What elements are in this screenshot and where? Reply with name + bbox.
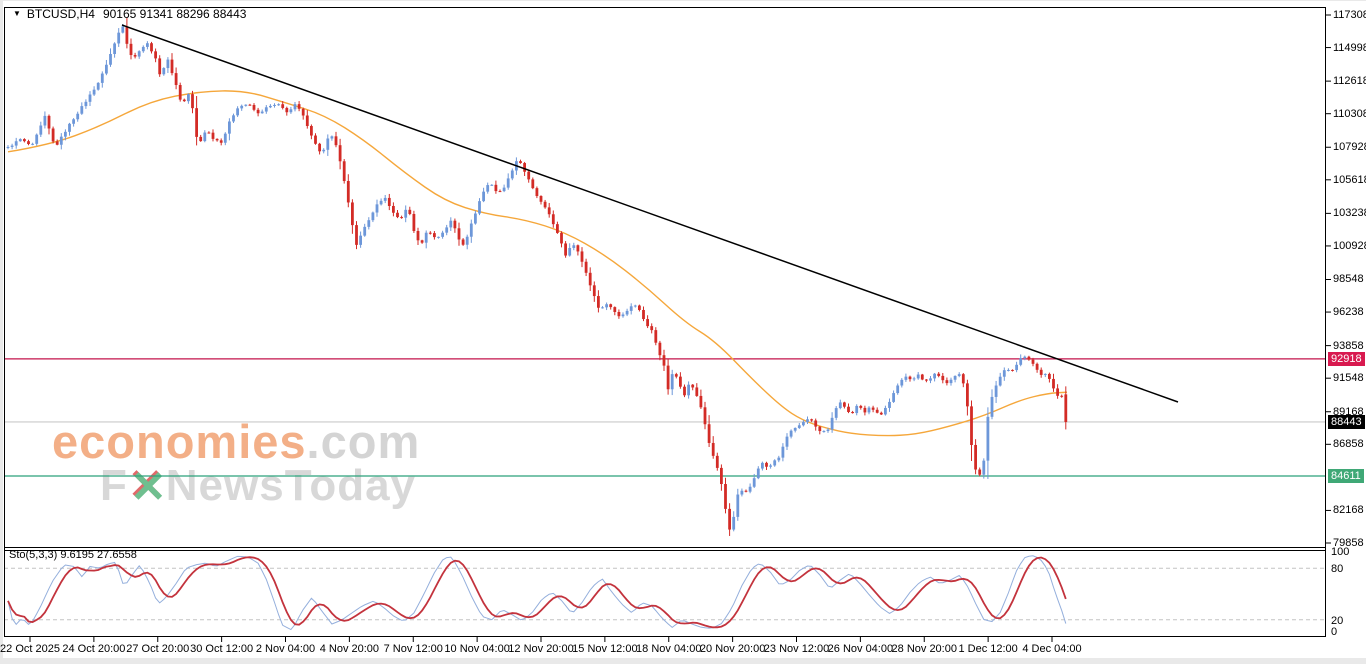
date-tick-label: 30 Oct 12:00	[190, 643, 254, 655]
date-tick-label: 28 Nov 20:00	[891, 643, 957, 655]
date-tick-label: 27 Oct 20:00	[126, 643, 190, 655]
date-tick-label: 20 Nov 20:00	[699, 643, 766, 655]
price-tick-label: 112618	[1333, 75, 1366, 88]
date-tick-label: 12 Nov 20:00	[508, 643, 574, 655]
price-tick-label: 82168	[1333, 504, 1364, 517]
indicator-tick-label: 20	[1331, 614, 1344, 627]
quote-ohlc-label: 90165 91341 88296 88443	[102, 7, 247, 21]
symbol-period-label: BTCUSD,H4	[26, 7, 95, 21]
chart-panel	[3, 1, 1366, 658]
indicator-tick-label: 80	[1331, 563, 1344, 576]
date-tick-label: 7 Nov 12:00	[383, 643, 443, 655]
price-level-badge: 88443	[1328, 414, 1365, 429]
price-tick-label: 79858	[1333, 537, 1364, 549]
indicator-tick-label: 0	[1331, 626, 1338, 638]
date-tick-label: 18 Nov 04:00	[636, 643, 702, 655]
price-tick-label: 91548	[1333, 372, 1364, 385]
date-tick-label: 22 Oct 2025	[0, 643, 60, 655]
price-tick-label: 98548	[1333, 273, 1364, 286]
price-tick-label: 100928	[1333, 239, 1366, 252]
date-tick-label: 23 Nov 12:00	[763, 643, 830, 655]
date-tick-label: 10 Nov 04:00	[444, 643, 510, 655]
date-tick-label: 4 Dec 04:00	[1022, 643, 1082, 655]
date-tick-label: 1 Dec 12:00	[958, 643, 1018, 655]
price-tick-label: 96238	[1333, 306, 1364, 319]
indicator-tick-label: 100	[1331, 546, 1350, 558]
date-tick-label: 15 Nov 12:00	[572, 643, 638, 655]
price-tick-label: 93858	[1333, 339, 1364, 352]
date-tick-label: 2 Nov 04:00	[255, 643, 316, 655]
date-tick-label: 4 Nov 20:00	[319, 643, 380, 655]
date-tick-label: 24 Oct 20:00	[62, 643, 126, 655]
price-tick-label: 89168	[1333, 405, 1364, 418]
price-tick-label: 107928	[1333, 141, 1366, 154]
stochastic-indicator-label: Sto(5,3,3) 9.6195 27.6558	[9, 549, 137, 561]
price-tick-label: 114998	[1333, 41, 1366, 54]
price-tick-label: 117308	[1333, 9, 1366, 21]
price-tick-label: 105618	[1333, 173, 1366, 186]
price-level-badge: 92918	[1328, 351, 1365, 366]
date-tick-label: 26 Nov 04:00	[827, 643, 894, 655]
price-tick-label: 86858	[1333, 438, 1364, 451]
price-tick-label: 103238	[1333, 207, 1366, 220]
price-level-badge: 84611	[1328, 468, 1364, 483]
chevron-down-icon[interactable]: ▼	[13, 9, 21, 18]
chart-title: ▼ BTCUSD,H4 90165 91341 88296 88443	[13, 7, 246, 21]
price-tick-label: 110308	[1333, 107, 1366, 120]
